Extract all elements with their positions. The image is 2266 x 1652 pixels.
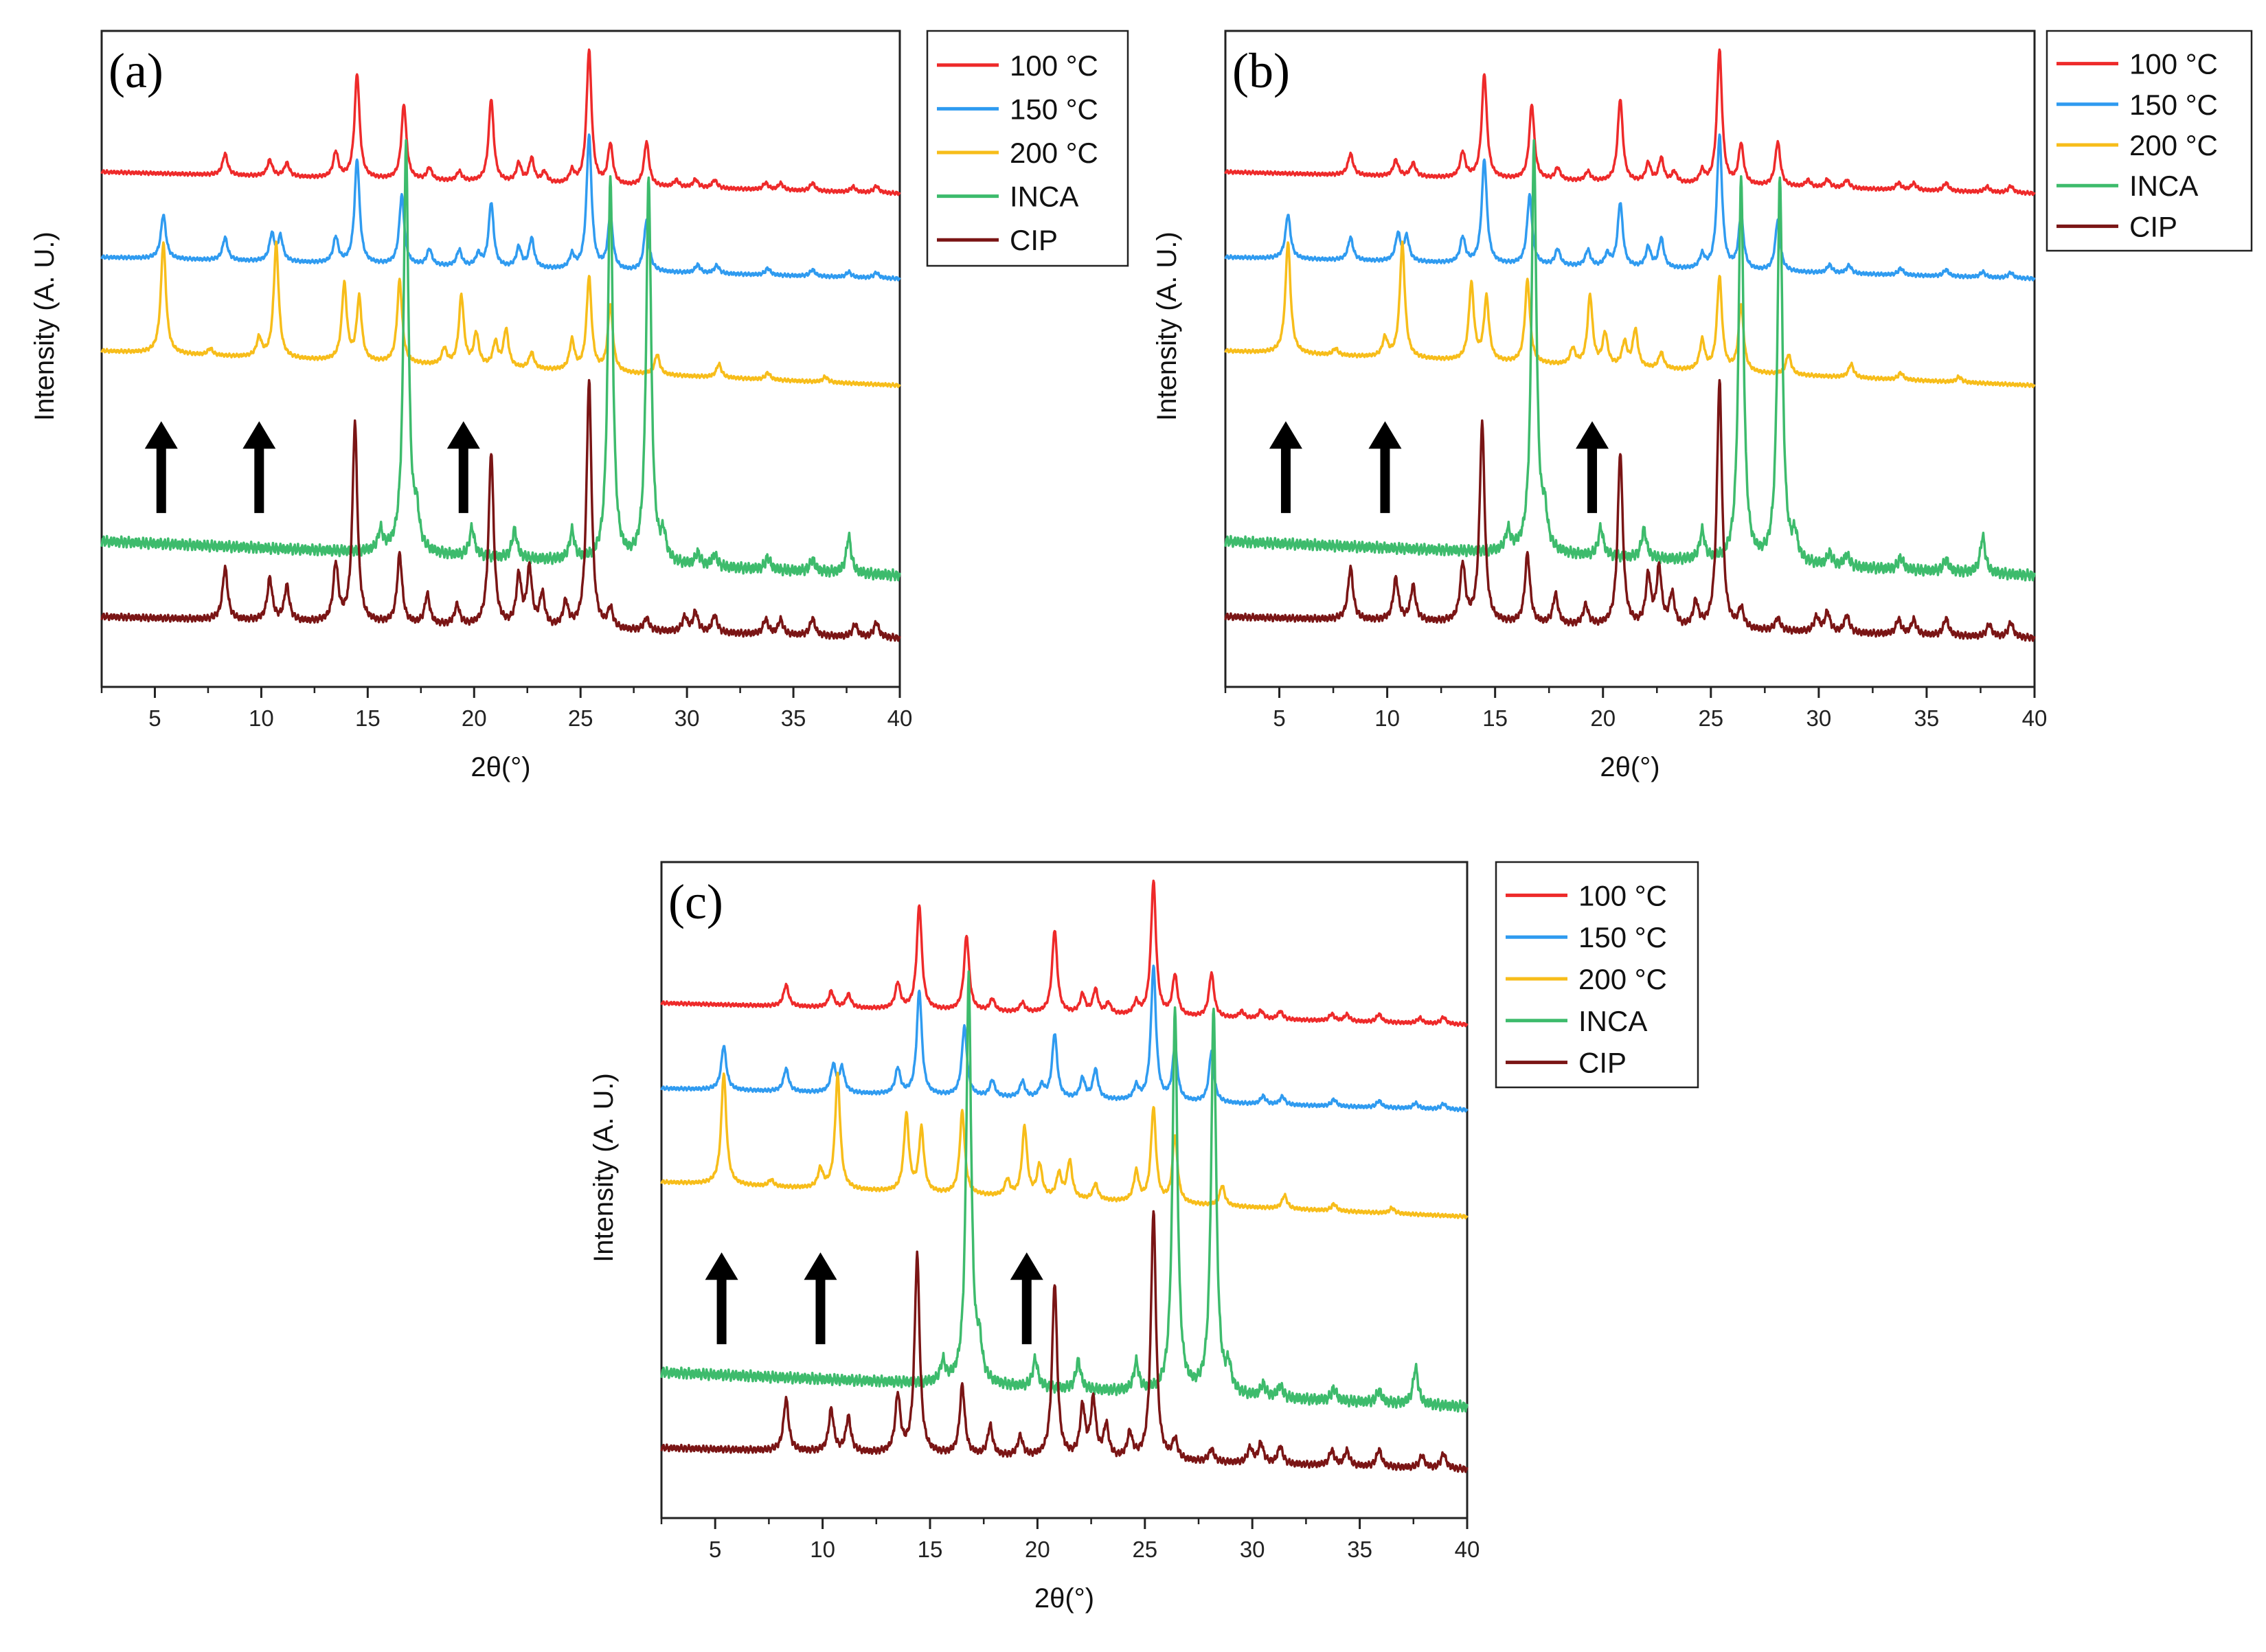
up-arrow-icon	[705, 1252, 738, 1344]
legend-label-150c: 150 °C	[1010, 93, 1098, 125]
legend-label-cip: CIP	[2129, 210, 2177, 242]
legend-label-100c: 100 °C	[1010, 49, 1098, 82]
series-line-100c	[100, 48, 901, 196]
up-arrow-icon	[242, 421, 276, 513]
x-tick-label: 5	[1273, 705, 1285, 731]
x-tick-label: 5	[709, 1537, 721, 1562]
x-tick-label: 15	[355, 705, 381, 731]
legend-label-200c: 200 °C	[2129, 129, 2218, 161]
x-tick-label: 25	[1698, 705, 1723, 731]
plot-frame	[100, 30, 901, 688]
up-arrow-icon	[1010, 1252, 1043, 1344]
x-tick-label: 40	[2022, 705, 2048, 731]
x-tick-label: 30	[1806, 705, 1832, 731]
legend-box	[2046, 30, 2253, 252]
series-line-cip	[660, 1210, 1469, 1473]
x-axis-title: 2θ(°)	[471, 752, 530, 782]
y-axis-title: Intensity (A. U.)	[1152, 231, 1182, 421]
x-tick-label: 25	[568, 705, 593, 731]
series-line-cip	[100, 378, 901, 642]
series-line-100c	[660, 879, 1469, 1028]
series-line-200c	[660, 1072, 1469, 1220]
x-tick-label: 35	[781, 705, 806, 731]
x-tick-label: 10	[810, 1537, 835, 1562]
series-line-150c	[660, 964, 1469, 1113]
series-line-inca	[660, 970, 1469, 1413]
up-arrow-icon	[804, 1252, 837, 1344]
legend-label-100c: 100 °C	[1578, 879, 1667, 912]
legend-label-200c: 200 °C	[1578, 963, 1667, 995]
legend-label-100c: 100 °C	[2129, 48, 2218, 80]
series-line-100c	[1224, 48, 2036, 196]
x-tick-label: 20	[1590, 705, 1616, 731]
x-tick-label: 15	[1482, 705, 1508, 731]
y-axis-title: Intensity (A. U.)	[589, 1073, 619, 1263]
panel-label: (a)	[109, 43, 163, 98]
up-arrow-icon	[1269, 421, 1302, 513]
legend-label-inca: INCA	[1010, 181, 1078, 213]
legend-label-150c: 150 °C	[2129, 89, 2218, 121]
x-axis-title: 2θ(°)	[1034, 1583, 1094, 1614]
x-axis-title: 2θ(°)	[1600, 752, 1659, 782]
legend-box	[926, 30, 1129, 267]
panel-label: (b)	[1232, 43, 1290, 98]
legend: 100 °C 150 °C 200 °C INCA CIP	[1495, 861, 1699, 1089]
plot-frame	[1224, 30, 2036, 688]
series-line-inca	[1224, 139, 2036, 582]
legend-label-200c: 200 °C	[1010, 137, 1098, 169]
legend-label-150c: 150 °C	[1578, 921, 1667, 953]
x-tick-label: 35	[1347, 1537, 1372, 1562]
x-tick-label: 5	[148, 705, 161, 731]
x-tick-label: 30	[1240, 1537, 1265, 1562]
plot-frame	[660, 861, 1469, 1519]
up-arrow-icon	[446, 421, 480, 513]
series-line-150c	[1224, 133, 2036, 282]
panel-label: (c)	[668, 874, 723, 929]
chart-panel-a: 5 10 15 20 25 30 35 40 2θ(°) Intensity (A. U.) (a)…	[30, 30, 1129, 782]
y-axis-title: Intensity (A. U.)	[30, 231, 60, 421]
legend: 100 °C 150 °C 200 °C INCA CIP	[2046, 30, 2253, 252]
x-tick-label: 25	[1132, 1537, 1157, 1562]
x-tick-label: 10	[1374, 705, 1400, 731]
x-tick-label: 15	[918, 1537, 943, 1562]
up-arrow-icon	[1368, 421, 1402, 513]
x-tick-label: 20	[1025, 1537, 1050, 1562]
x-tick-label: 10	[249, 705, 274, 731]
legend-label-inca: INCA	[1578, 1005, 1647, 1037]
legend: 100 °C 150 °C 200 °C INCA CIP	[926, 30, 1129, 267]
chart-panel-c: 5 10 15 20 25 30 35 40 2θ(°) Intensity (A. U.) (c)…	[589, 861, 1699, 1614]
legend-label-inca: INCA	[2129, 170, 2198, 202]
legend-label-cip: CIP	[1578, 1047, 1627, 1079]
series-line-200c	[100, 240, 901, 389]
x-tick-label: 40	[887, 705, 913, 731]
legend-box	[1495, 861, 1699, 1089]
x-tick-label: 35	[1914, 705, 1940, 731]
up-arrow-icon	[1576, 421, 1609, 513]
x-tick-label: 40	[1455, 1537, 1480, 1562]
x-tick-label: 20	[462, 705, 487, 731]
series-line-200c	[1224, 240, 2036, 389]
up-arrow-icon	[144, 421, 178, 513]
series-line-inca	[100, 139, 901, 582]
x-tick-label: 30	[675, 705, 700, 731]
legend-label-cip: CIP	[1010, 224, 1058, 256]
series-line-cip	[1224, 378, 2036, 642]
chart-panel-b: 5 10 15 20 25 30 35 40 2θ(°) Intensity (A. U.) (b)…	[1152, 30, 2253, 782]
series-line-150c	[100, 133, 901, 282]
